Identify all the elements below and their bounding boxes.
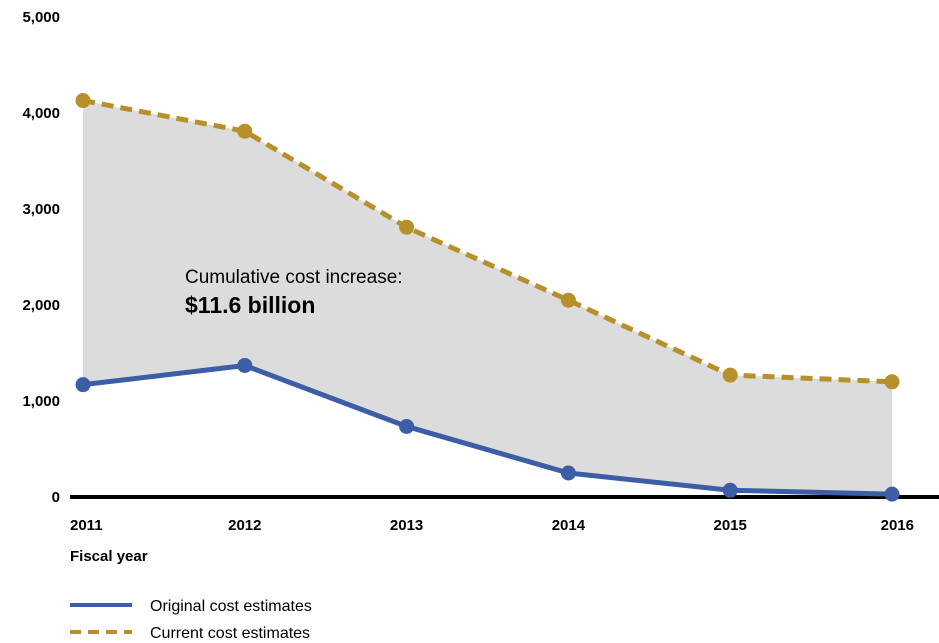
y-tick-label: 3,000 xyxy=(22,201,60,218)
data-point-original xyxy=(722,482,738,498)
x-tick-label: 2014 xyxy=(552,517,586,534)
legend-label-current: Current cost estimates xyxy=(150,625,310,642)
y-tick-label: 2,000 xyxy=(22,297,60,314)
y-axis-ticks: 0 1,000 2,000 3,000 4,000 5,000 xyxy=(22,9,60,506)
x-tick-label: 2011 xyxy=(70,517,103,534)
data-point-original xyxy=(237,357,253,373)
series-line-current xyxy=(82,98,893,385)
data-point-original xyxy=(399,418,415,434)
data-point-current xyxy=(560,292,576,308)
data-point-original xyxy=(884,486,900,502)
x-axis-title: Fiscal year xyxy=(70,548,148,565)
data-point-original xyxy=(75,377,91,393)
data-point-original xyxy=(560,465,576,481)
x-tick-label: 2016 xyxy=(881,517,914,534)
data-point-current xyxy=(237,123,253,139)
series-lines xyxy=(75,93,900,502)
legend: Original cost estimates Current cost est… xyxy=(70,598,312,642)
cost-increase-fill xyxy=(83,100,892,495)
y-tick-label: 4,000 xyxy=(22,105,60,122)
annotation-value: $11.6 billion xyxy=(185,292,315,318)
y-tick-label: 0 xyxy=(52,489,60,506)
cost-increase-area xyxy=(83,100,892,495)
x-tick-label: 2015 xyxy=(714,517,747,534)
x-tick-label: 2013 xyxy=(390,517,423,534)
y-tick-label: 1,000 xyxy=(22,393,60,410)
data-point-current xyxy=(722,367,738,383)
y-tick-label: 5,000 xyxy=(22,9,60,26)
annotation-label: Cumulative cost increase: xyxy=(185,267,403,288)
series-current xyxy=(75,93,900,390)
data-point-current xyxy=(75,93,91,109)
data-point-current xyxy=(884,374,900,390)
data-point-current xyxy=(399,219,415,235)
x-tick-label: 2012 xyxy=(228,517,261,534)
legend-label-original: Original cost estimates xyxy=(150,598,312,615)
x-axis-ticks: 2011 2012 2013 2014 2015 2016 xyxy=(70,517,914,534)
series-line-original xyxy=(82,362,893,497)
series-original xyxy=(75,357,900,502)
